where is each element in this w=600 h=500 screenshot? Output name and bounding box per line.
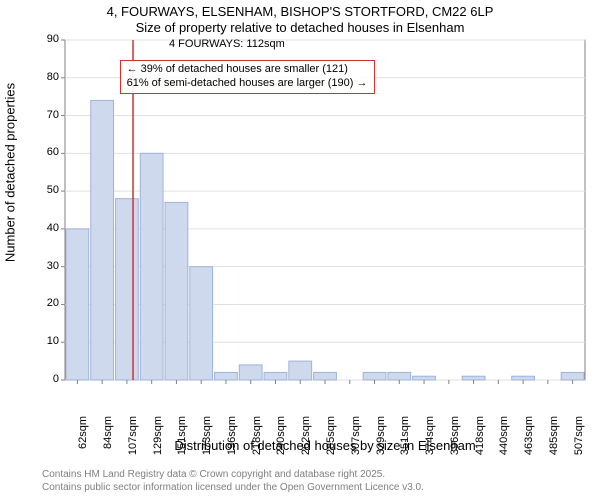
histogram-bar — [116, 199, 139, 380]
y-tick-label: 20 — [29, 297, 59, 309]
annotation-line: 61% of semi-detached houses are larger (… — [127, 77, 368, 91]
histogram-bar — [239, 365, 262, 380]
x-tick-label: 218sqm — [251, 416, 263, 466]
histogram-bar — [314, 372, 337, 380]
x-tick-label: 485sqm — [548, 416, 560, 466]
y-tick-label: 60 — [29, 146, 59, 158]
footer-line-1: Contains HM Land Registry data © Crown c… — [42, 468, 424, 481]
x-tick-label: 507sqm — [573, 416, 585, 466]
x-tick-label: 307sqm — [350, 416, 362, 466]
annotation-box: ← 39% of detached houses are smaller (12… — [120, 60, 375, 94]
chart-title-1: 4, FOURWAYS, ELSENHAM, BISHOP'S STORTFOR… — [0, 0, 600, 20]
x-tick-label: 351sqm — [399, 416, 411, 466]
histogram-bar — [289, 361, 312, 380]
histogram-bar — [66, 229, 89, 380]
x-tick-label: 396sqm — [449, 416, 461, 466]
histogram-bar — [462, 376, 485, 380]
y-tick-label: 40 — [29, 222, 59, 234]
y-tick-label: 80 — [29, 71, 59, 83]
histogram-bar — [140, 153, 163, 380]
y-tick-label: 30 — [29, 260, 59, 272]
histogram-bar — [388, 372, 411, 380]
y-tick-label: 90 — [29, 33, 59, 45]
histogram-bar — [363, 372, 386, 380]
histogram-bar — [165, 202, 188, 380]
histogram-bar — [512, 376, 535, 380]
y-tick-label: 50 — [29, 184, 59, 196]
x-tick-label: 285sqm — [325, 416, 337, 466]
x-tick-label: 440sqm — [498, 416, 510, 466]
annotation-line: ← 39% of detached houses are smaller (12… — [127, 63, 368, 77]
x-tick-label: 62sqm — [77, 416, 89, 466]
histogram-bar — [190, 267, 213, 380]
y-tick-label: 10 — [29, 335, 59, 347]
x-tick-label: 196sqm — [226, 416, 238, 466]
x-tick-label: 151sqm — [176, 416, 188, 466]
x-tick-label: 329sqm — [375, 416, 387, 466]
footer-attribution: Contains HM Land Registry data © Crown c… — [42, 468, 424, 494]
x-tick-label: 84sqm — [102, 416, 114, 466]
x-tick-label: 374sqm — [424, 416, 436, 466]
y-axis-label: Number of detached properties — [3, 53, 18, 293]
histogram-bar — [91, 100, 114, 380]
footer-line-2: Contains public sector information licen… — [42, 481, 424, 494]
y-tick-label: 70 — [29, 109, 59, 121]
x-tick-label: 107sqm — [127, 416, 139, 466]
x-tick-label: 129sqm — [152, 416, 164, 466]
x-tick-label: 262sqm — [300, 416, 312, 466]
x-tick-label: 240sqm — [275, 416, 287, 466]
histogram-bar — [413, 376, 436, 380]
histogram-bar — [215, 372, 238, 380]
histogram-bar — [561, 372, 584, 380]
histogram-bar — [264, 372, 287, 380]
x-tick-label: 463sqm — [523, 416, 535, 466]
annotation-title: 4 FOURWAYS: 112sqm — [169, 38, 285, 50]
y-tick-label: 0 — [29, 373, 59, 385]
x-tick-label: 418sqm — [474, 416, 486, 466]
x-tick-label: 173sqm — [201, 416, 213, 466]
